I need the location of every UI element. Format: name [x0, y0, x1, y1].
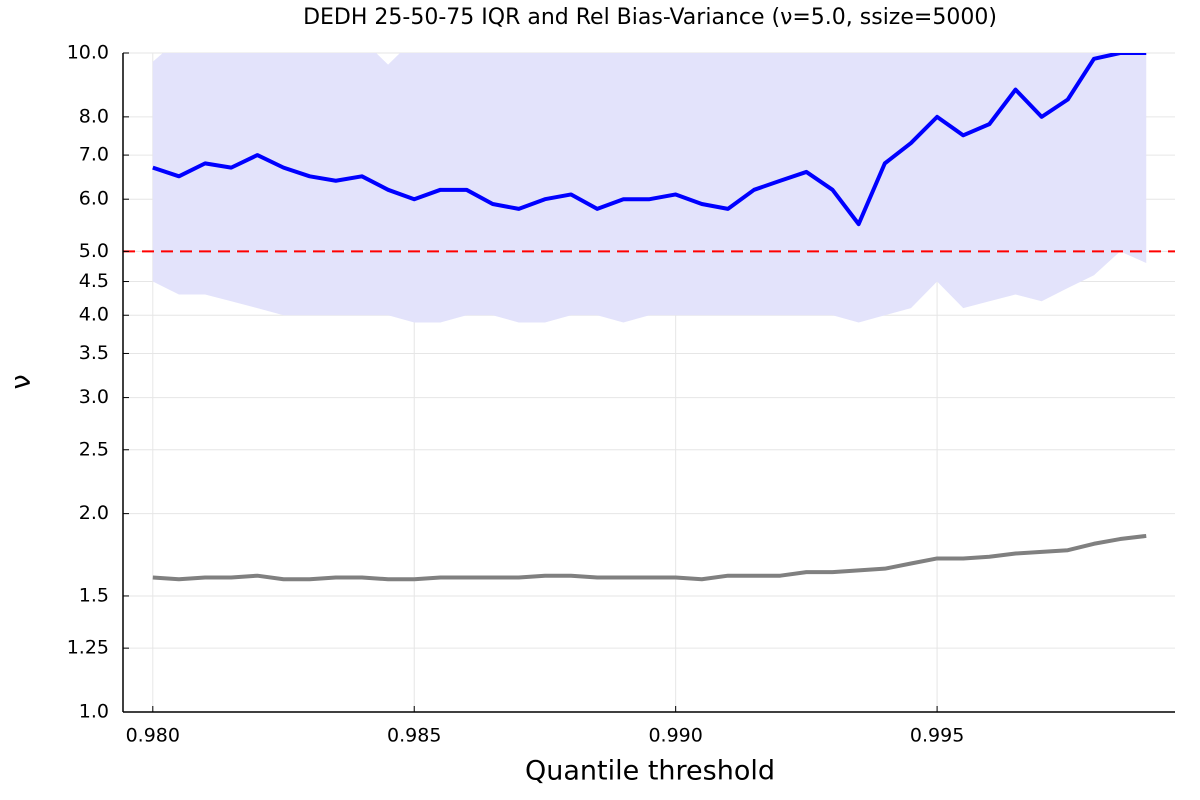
x-tick-label: 0.980 — [126, 725, 180, 747]
x-tick-label: 0.985 — [387, 725, 441, 747]
y-tick-label: 8.0 — [79, 105, 109, 127]
y-tick-label: 2.0 — [79, 502, 109, 524]
y-tick-label: 1.5 — [79, 584, 109, 606]
y-tick-label: 3.5 — [79, 342, 109, 364]
y-axis-label: ν — [6, 374, 37, 389]
y-tick-label: 2.5 — [79, 438, 109, 460]
y-tick-label: 4.5 — [79, 270, 109, 292]
series-line — [152, 53, 1147, 227]
y-tick-label: 10.0 — [67, 42, 109, 64]
x-axis-label: Quantile threshold — [525, 756, 775, 787]
series-line — [152, 533, 1147, 582]
y-tick-label: 1.0 — [79, 701, 109, 723]
axes: 1.0 1.25 1.5 2.0 2.5 3.0 3.5 4.0 4.5 5.0 6.0 7.0 8.0… — [67, 42, 1175, 747]
y-tick-label: 5.0 — [79, 240, 109, 262]
iqr-band — [152, 53, 1147, 323]
plot-area — [123, 53, 1175, 582]
y-tick-label: 3.0 — [79, 386, 109, 408]
y-tick-label: 1.25 — [67, 637, 109, 659]
x-tick-label: 0.995 — [910, 725, 964, 747]
y-tick-label: 4.0 — [79, 304, 109, 326]
y-tick-label: 7.0 — [79, 144, 109, 166]
x-tick-label: 0.990 — [648, 725, 702, 747]
chart-title: DEDH 25-50-75 IQR and Rel Bias-Variance … — [303, 5, 997, 30]
y-tick-label: 6.0 — [79, 188, 109, 210]
